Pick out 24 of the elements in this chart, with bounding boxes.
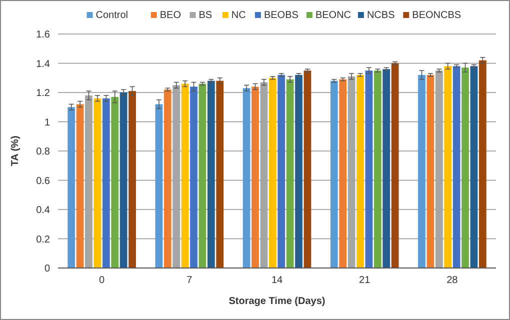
y-tick-label: 0.4 — [36, 205, 50, 216]
y-axis-title: TA (%) — [10, 136, 21, 166]
y-tick-label: 1.2 — [36, 88, 50, 99]
legend-label: Control — [96, 10, 128, 21]
legend-label: BEONCBS — [412, 10, 462, 21]
legend-label: BEONC — [315, 10, 352, 21]
x-tick-label: 0 — [99, 275, 106, 286]
x-tick-label: 7 — [186, 275, 193, 286]
legend-label: NC — [231, 10, 246, 21]
legend-label: NCBS — [366, 10, 396, 21]
y-tick-label: 1 — [44, 117, 50, 128]
y-tick-label: 0 — [44, 264, 50, 274]
legend-label: BEO — [160, 10, 182, 21]
y-tick-label: 0.2 — [36, 234, 50, 246]
x-tick-label: 28 — [446, 275, 458, 286]
y-tick-label: 1.4 — [36, 58, 50, 70]
y-tick-label: 1.6 — [36, 30, 50, 40]
x-tick-label: 14 — [271, 275, 283, 286]
legend-label: BS — [198, 10, 212, 21]
y-tick-label: 0.6 — [36, 176, 50, 187]
x-axis-title: Storage Time (Days) — [228, 296, 326, 307]
legend-label: BEOBS — [264, 10, 299, 21]
x-tick-label: 21 — [359, 275, 371, 286]
y-tick-label: 0.8 — [36, 146, 50, 158]
